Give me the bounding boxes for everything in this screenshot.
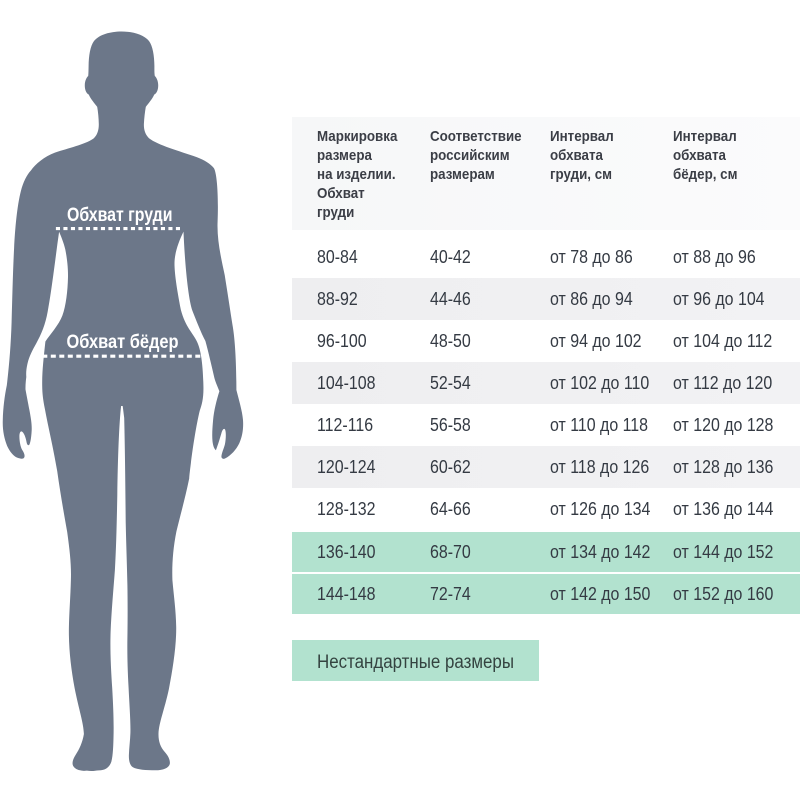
svg-text:Обхват бёдер: Обхват бёдер: [67, 331, 179, 353]
svg-text:Обхват груди: Обхват груди: [67, 204, 173, 226]
